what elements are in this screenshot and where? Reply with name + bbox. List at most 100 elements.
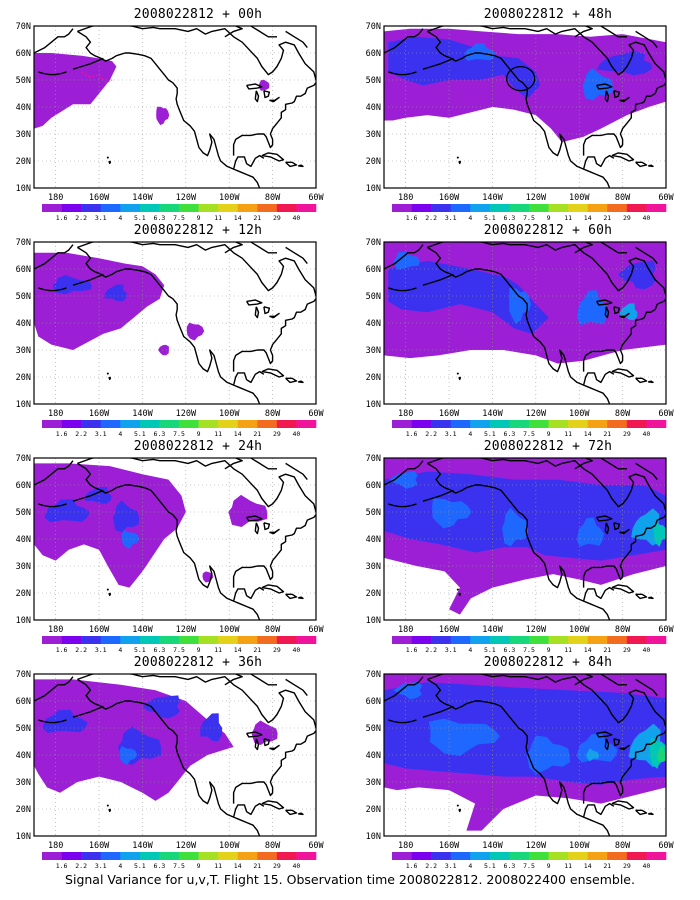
colorbar-label: 4 [468,862,472,870]
colorbar-swatch [218,636,239,644]
colorbar-label: 9 [197,430,201,438]
panel-title: 2008022812 + 84h [483,655,613,670]
colorbar-swatch [646,636,667,644]
lat-tick-label: 10N [366,400,381,410]
colorbar-label: 3.1 [445,646,457,654]
colorbar-label: 11 [564,214,572,222]
coastline [574,458,593,470]
variance-map: 70N 60N 50N 40N 30N 20N 10N 180 160W 140W 120W 100W… [366,454,675,654]
colorbar-label: 7.5 [173,862,185,870]
colorbar-label: 1.6 [406,646,418,654]
colorbar-swatch [470,636,491,644]
lat-tick-label: 60N [16,481,31,491]
lat-tick-label: 70N [16,238,31,248]
forecast-panel: 2008022812 + 60h 70N 60N 50N 40N 30N 20N 10N 180… [366,222,700,440]
lon-tick-label: 160W [89,193,110,203]
coastline [427,458,666,513]
variance-contour [393,681,423,700]
lat-tick-label: 20N [16,589,31,599]
coastline [427,26,666,81]
coastline [600,674,627,686]
colorbar-label: 7.5 [523,214,535,222]
coastline [269,96,280,103]
coastline [388,503,417,508]
coastline [596,731,613,738]
colorbar-swatch [296,204,317,212]
colorbar-swatch [646,204,667,212]
coastline [250,26,277,38]
colorbar-label: 11 [564,862,572,870]
lon-tick-label: 140W [482,409,503,419]
colorbar-label: 2.2 [425,214,437,222]
coastline [34,460,74,486]
colorbar-label: 5.1 [134,430,146,438]
coastline [604,306,610,319]
colorbar-label: 40 [293,646,301,654]
colorbar-swatch [626,204,647,212]
colorbar-label: 6.3 [504,646,516,654]
colorbar-swatch [120,852,141,860]
colorbar-label: 2.2 [425,430,437,438]
colorbar-label: 6.3 [154,214,166,222]
variance-contour [393,251,420,270]
colorbar-label: 29 [273,214,281,222]
coastline [285,161,298,168]
colorbar-label: 9 [547,214,551,222]
colorbar-label: 14 [584,862,592,870]
coastline [427,30,611,188]
lat-tick-label: 60N [366,49,381,59]
colorbar-swatch [529,636,549,644]
coastline [34,676,74,702]
coastline [613,90,621,99]
coastline [263,306,271,315]
lat-tick-label: 50N [366,724,381,734]
colorbar-swatch [61,420,82,428]
lon-tick-label: 180 [48,409,63,419]
colorbar-swatch [470,204,491,212]
coastline [611,368,635,378]
coastline [297,164,304,168]
lat-tick-label: 20N [366,589,381,599]
colorbar-label: 2.2 [425,646,437,654]
colorbar-label: 7.5 [523,862,535,870]
coastline [456,588,459,591]
coastline [261,800,285,810]
lon-tick-label: 100W [219,625,240,635]
lat-tick-label: 70N [366,670,381,680]
coastline [232,370,265,386]
variance-map: 70N 60N 50N 40N 30N 20N 10N 180 160W 140W 120W 100W… [366,670,675,870]
lat-tick-label: 70N [16,22,31,32]
coastline [635,246,658,265]
colorbar-label: 40 [293,214,301,222]
forecast-panel: 2008022812 + 36h 70N 60N 50N 40N 30N 20N 10N 180… [16,654,368,872]
lon-tick-label: 80W [265,841,281,851]
coastline [458,376,462,381]
colorbar-label: 11 [564,646,572,654]
coastline [77,30,261,188]
coastline [427,462,611,620]
coastline [582,514,666,588]
lat-tick-label: 40N [366,751,381,761]
coastline [604,90,610,103]
colorbar-label: 2.2 [75,862,87,870]
colorbar-swatch [159,420,180,428]
coastline [106,804,109,807]
colorbar-swatch [257,852,278,860]
colorbar-label: 3.1 [95,214,107,222]
colorbar-label: 4 [118,214,122,222]
colorbar-swatch [568,204,589,212]
colorbar-swatch [607,636,628,644]
coastline [108,376,112,381]
colorbar-label: 21 [603,646,611,654]
colorbar-swatch [548,420,569,428]
coastline [254,522,260,535]
colorbar-swatch [568,636,589,644]
colorbar-swatch [587,420,608,428]
coastline [596,299,613,306]
coastline [250,458,277,470]
colorbar-label: 9 [547,862,551,870]
coastline [611,584,635,594]
lon-tick-label: 100W [219,409,240,419]
variance-contour [464,43,496,61]
coastline [574,674,593,686]
